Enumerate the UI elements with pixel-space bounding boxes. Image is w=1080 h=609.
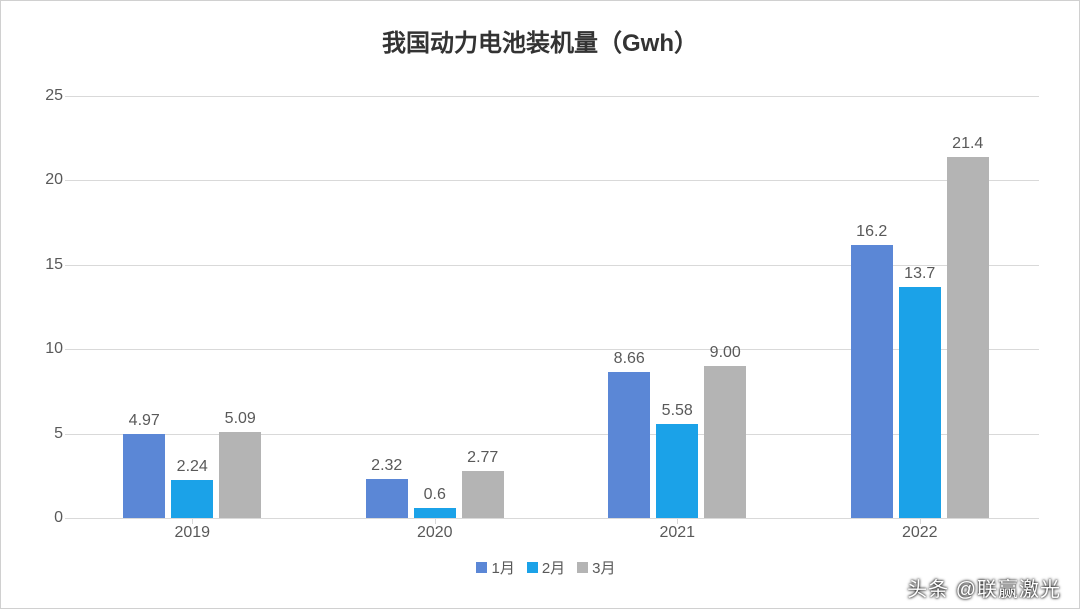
category-group: 20202.320.62.77: [314, 96, 557, 518]
bar-value-label: 5.58: [656, 402, 698, 420]
x-axis-label: 2019: [71, 518, 314, 542]
bar-value-label: 9.00: [704, 344, 746, 362]
legend-label: 3月: [592, 560, 615, 577]
bar-value-label: 2.77: [462, 449, 504, 467]
bar-value-label: 0.6: [414, 486, 456, 504]
x-axis-label: 2020: [314, 518, 557, 542]
bar: 21.4: [947, 157, 989, 518]
chart-card: 我国动力电池装机量（Gwh） 051015202520194.972.245.0…: [0, 0, 1080, 609]
bar-value-label: 4.97: [123, 412, 165, 430]
legend-label: 2月: [542, 560, 565, 577]
bar: 0.6: [414, 508, 456, 518]
bar: 2.24: [171, 480, 213, 518]
bar: 13.7: [899, 287, 941, 518]
category-group: 20218.665.589.00: [556, 96, 799, 518]
bar-value-label: 16.2: [851, 223, 893, 241]
bar-value-label: 5.09: [219, 410, 261, 428]
bar: 2.32: [366, 479, 408, 518]
bar: 9.00: [704, 366, 746, 518]
bar: 5.09: [219, 432, 261, 518]
bar: 2.77: [462, 471, 504, 518]
plot-area: 051015202520194.972.245.0920202.320.62.7…: [71, 96, 1039, 518]
x-axis-label: 2022: [799, 518, 1042, 542]
watermark: 头条 @联赢激光: [907, 573, 1061, 602]
bar: 4.97: [123, 434, 165, 518]
bar: 5.58: [656, 424, 698, 518]
bar-value-label: 8.66: [608, 350, 650, 368]
bar: 16.2: [851, 245, 893, 518]
bar-value-label: 2.24: [171, 458, 213, 476]
x-axis-label: 2021: [556, 518, 799, 542]
chart-title: 我国动力电池装机量（Gwh）: [1, 23, 1079, 58]
legend-label: 1月: [491, 560, 514, 577]
bar-value-label: 21.4: [947, 135, 989, 153]
bar-value-label: 13.7: [899, 265, 941, 283]
category-group: 20194.972.245.09: [71, 96, 314, 518]
legend-swatch: [476, 562, 487, 573]
bar-value-label: 2.32: [366, 457, 408, 475]
legend-swatch: [577, 562, 588, 573]
bar: 8.66: [608, 372, 650, 518]
category-group: 202216.213.721.4: [799, 96, 1042, 518]
legend-swatch: [527, 562, 538, 573]
